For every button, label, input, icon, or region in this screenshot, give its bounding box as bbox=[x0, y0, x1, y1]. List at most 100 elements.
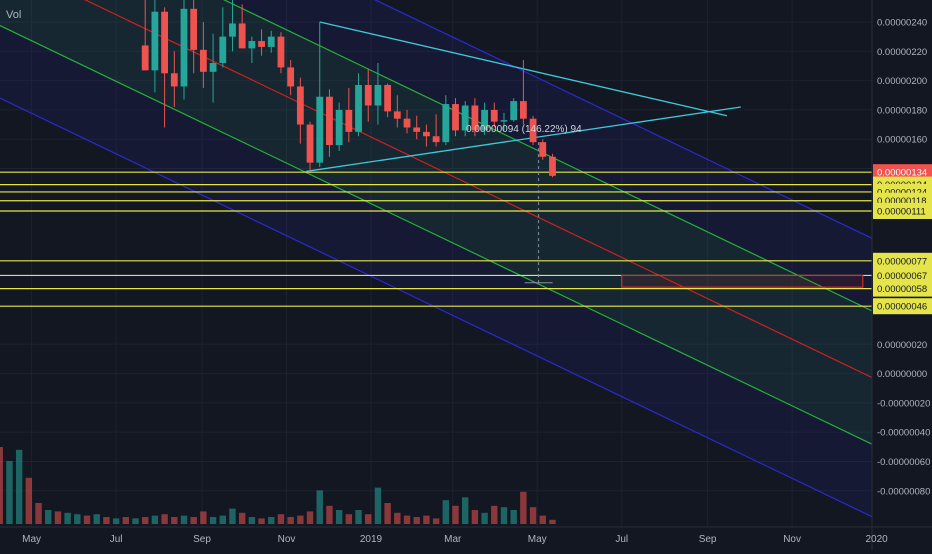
volume-bar bbox=[6, 461, 13, 524]
candle-body bbox=[345, 109, 353, 132]
volume-bar bbox=[432, 518, 440, 524]
volume-bar bbox=[452, 505, 459, 524]
price-tick-label: 0.00000220 bbox=[877, 47, 927, 58]
channel-inner-upper-line[interactable] bbox=[0, 0, 883, 317]
measure-label: 0.00000094 (146.22%) 94 bbox=[466, 124, 582, 135]
level-price-label: 0.00000077 bbox=[877, 256, 927, 267]
candle-body bbox=[296, 86, 304, 125]
candle-body bbox=[490, 109, 498, 122]
volume-bar bbox=[151, 515, 159, 524]
candle-body bbox=[199, 49, 207, 72]
volume-bar bbox=[268, 517, 275, 524]
candle-body bbox=[326, 96, 333, 146]
level-price-tag bbox=[873, 267, 932, 284]
candle-body bbox=[452, 104, 459, 131]
candle-body bbox=[393, 111, 401, 119]
channel-outer-lower-line[interactable] bbox=[0, 60, 883, 523]
candle-body bbox=[355, 84, 362, 132]
time-tick-label: Jul bbox=[110, 534, 123, 545]
level-price-tag bbox=[873, 298, 932, 315]
volume-bar bbox=[171, 517, 178, 524]
volume-bar bbox=[103, 517, 110, 524]
last-price-tag bbox=[873, 164, 932, 181]
level-price-label: 0.00000067 bbox=[877, 271, 927, 282]
time-tick-label: Nov bbox=[278, 534, 296, 545]
candle-body bbox=[335, 109, 343, 146]
volume-bar bbox=[335, 510, 343, 524]
candle-body bbox=[248, 41, 256, 49]
candle-body bbox=[471, 105, 479, 131]
volume-bar bbox=[423, 515, 430, 524]
candle-body bbox=[287, 67, 295, 87]
volume-bar bbox=[54, 511, 62, 524]
candle-body bbox=[403, 118, 411, 128]
volume-bar bbox=[549, 519, 556, 524]
candle-body bbox=[190, 8, 198, 50]
volume-bar bbox=[190, 517, 197, 524]
candle-body bbox=[267, 36, 275, 47]
volume-bar bbox=[510, 510, 517, 524]
volume-bar bbox=[35, 503, 42, 524]
volume-bar bbox=[15, 449, 23, 524]
volume-bar bbox=[142, 517, 149, 524]
target-box[interactable] bbox=[621, 274, 864, 288]
volume-bar bbox=[287, 517, 294, 524]
time-tick-label: Sep bbox=[699, 534, 717, 545]
volume-bar bbox=[74, 514, 81, 524]
volume-bar bbox=[365, 514, 372, 524]
volume-bar bbox=[64, 512, 71, 524]
candle-body bbox=[529, 118, 537, 143]
time-tick-label: 2019 bbox=[360, 534, 383, 545]
volume-bar bbox=[0, 447, 3, 524]
candle-body bbox=[141, 45, 149, 71]
volume-bar bbox=[161, 514, 168, 524]
candle-body bbox=[229, 23, 236, 37]
level-price-tag bbox=[873, 280, 932, 297]
time-tick-label: May bbox=[528, 534, 547, 545]
candle-body bbox=[539, 142, 547, 157]
channel-median-line[interactable] bbox=[0, 0, 883, 383]
channel-inner-lower-line[interactable] bbox=[0, 0, 883, 450]
candle-body bbox=[500, 120, 508, 122]
candle-body bbox=[170, 73, 178, 87]
time-tick-label: Jul bbox=[615, 534, 628, 545]
price-tick-label: -0.00000020 bbox=[877, 398, 930, 409]
volume-bar bbox=[112, 518, 120, 524]
volume-bar bbox=[25, 477, 33, 524]
candle-body bbox=[219, 36, 227, 64]
candle-body bbox=[423, 131, 430, 137]
volume-bar bbox=[219, 515, 226, 524]
volume-bar bbox=[200, 511, 207, 524]
volume-bar bbox=[229, 508, 236, 524]
volume-bar bbox=[93, 514, 100, 524]
price-tick-label: 0.00000020 bbox=[877, 340, 927, 351]
time-tick-label: Sep bbox=[193, 534, 211, 545]
volume-bar bbox=[481, 512, 488, 524]
candle-body bbox=[432, 136, 440, 143]
time-tick-label: May bbox=[22, 534, 41, 545]
wedge-lower-line[interactable] bbox=[305, 106, 741, 173]
volume-bar bbox=[374, 487, 382, 524]
candle-body bbox=[161, 11, 168, 74]
volume-bar bbox=[83, 515, 91, 524]
level-price-label: 0.00000058 bbox=[877, 284, 927, 295]
volume-bar bbox=[442, 500, 450, 524]
price-tick-label: -0.00000060 bbox=[877, 457, 930, 468]
volume-bar bbox=[461, 497, 469, 524]
volume-bar bbox=[471, 510, 479, 524]
price-tick-label: 0.00000200 bbox=[877, 76, 927, 87]
time-tick-label: 2020 bbox=[865, 534, 888, 545]
price-tick-label: -0.00000080 bbox=[877, 486, 930, 497]
volume-bar bbox=[394, 512, 401, 524]
volume-bar bbox=[520, 491, 527, 524]
volume-bar bbox=[345, 514, 353, 524]
channel-outer-upper-line[interactable] bbox=[0, 0, 883, 244]
volume-bar bbox=[277, 514, 285, 524]
time-tick-label: Nov bbox=[783, 534, 801, 545]
candle-body bbox=[277, 36, 285, 68]
candle-body bbox=[151, 11, 159, 71]
volume-bar bbox=[238, 512, 246, 524]
volume-bar bbox=[45, 510, 52, 524]
